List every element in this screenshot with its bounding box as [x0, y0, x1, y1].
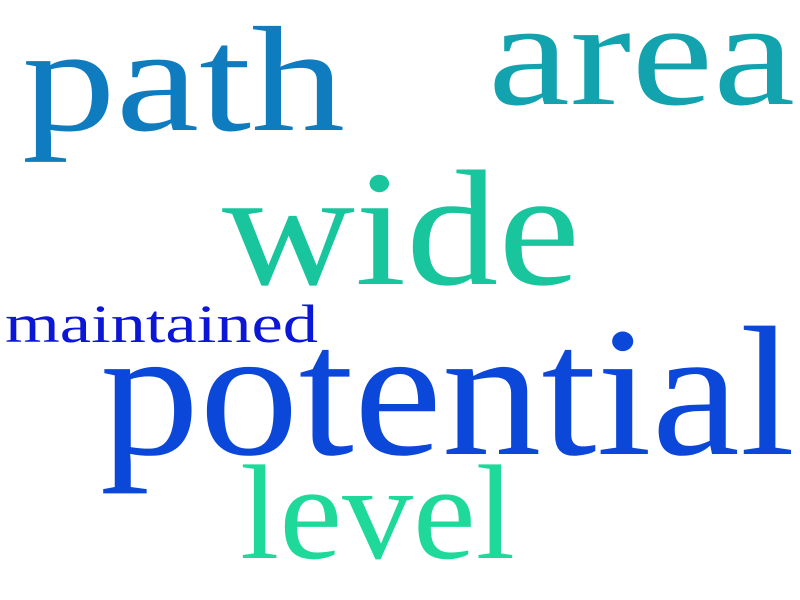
word: maintained — [5, 294, 318, 354]
word: area — [488, 0, 795, 137]
word: potential — [100, 290, 795, 495]
word: wide — [222, 137, 580, 320]
word: path — [22, 0, 345, 163]
word: level — [240, 439, 515, 588]
